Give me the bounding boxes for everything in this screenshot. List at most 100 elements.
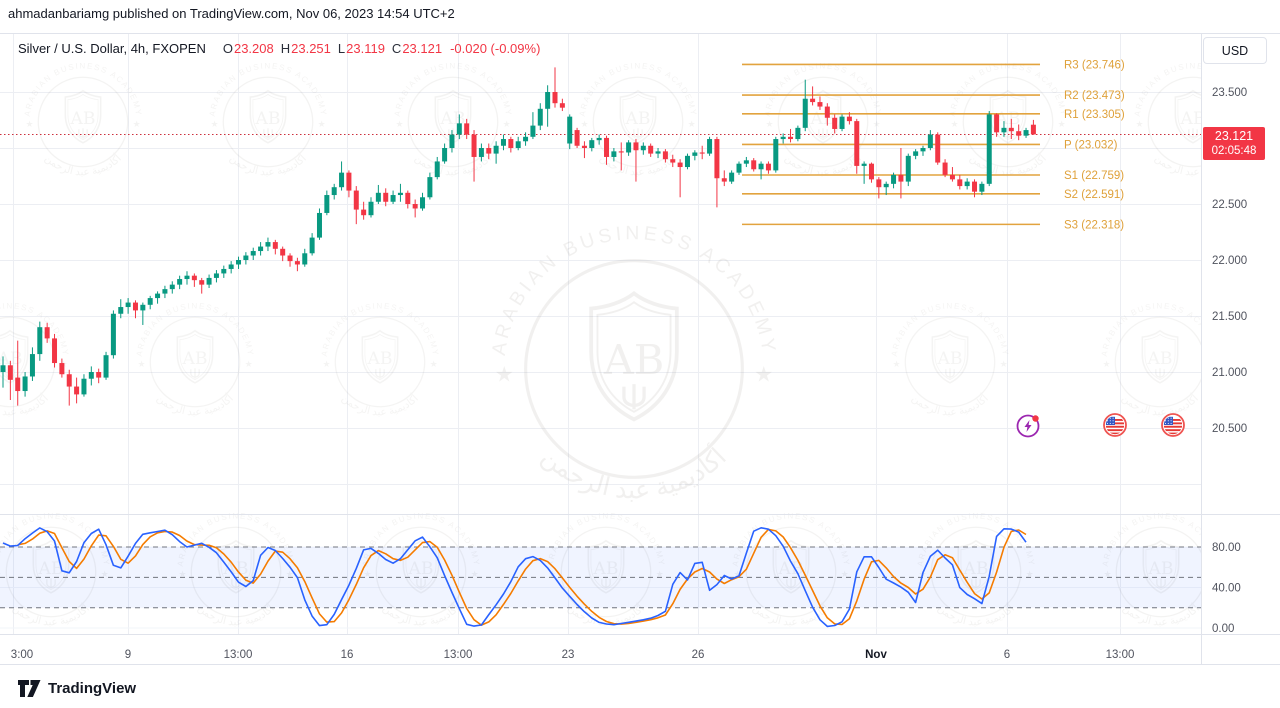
candle-body xyxy=(935,134,941,163)
candle xyxy=(294,257,300,272)
candle xyxy=(574,127,580,148)
candle xyxy=(1016,124,1022,141)
candle xyxy=(471,130,477,182)
candle-body xyxy=(721,178,727,182)
candle-body xyxy=(898,174,904,182)
pivot-label-s1: S1 (22.759) xyxy=(1064,170,1124,182)
candle xyxy=(824,103,830,126)
candle-body xyxy=(832,117,838,129)
candle xyxy=(132,300,138,319)
tradingview-logo-text: TradingView xyxy=(48,680,137,697)
candle-body xyxy=(375,192,381,202)
candle-body xyxy=(324,195,330,213)
price-axis-label: 23.500 xyxy=(1212,87,1247,99)
pivot-label-r1: R1 (23.305) xyxy=(1064,109,1125,121)
pivot-label-s3: S3 (22.318) xyxy=(1064,219,1124,231)
candle xyxy=(920,145,926,156)
chart-legend[interactable]: Silver / U.S. Dollar, 4h, FXOPEN O23.208… xyxy=(18,41,540,56)
pivot-lines: R3 (23.746) R2 (23.473) R1 (23.305) P (23.0… xyxy=(742,59,1125,231)
tradingview-branding[interactable]: TradingView xyxy=(18,679,136,698)
candle-body xyxy=(420,197,426,209)
candle-body xyxy=(839,116,845,129)
candle-body xyxy=(684,155,690,168)
candle xyxy=(891,172,897,189)
candle xyxy=(464,118,470,140)
candle-body xyxy=(655,151,661,154)
candle-body xyxy=(640,145,646,151)
candle-body xyxy=(788,136,794,140)
candle-body xyxy=(802,98,808,128)
candle xyxy=(140,302,146,325)
candle xyxy=(405,190,411,209)
candle xyxy=(361,201,367,220)
candle xyxy=(478,143,484,162)
stochastic-k-line xyxy=(2,527,1027,628)
candle xyxy=(1023,127,1029,138)
candle-body xyxy=(707,139,713,154)
ohlc-label: H xyxy=(280,41,291,56)
candle xyxy=(905,153,911,187)
candle-body xyxy=(773,139,779,171)
candle-body xyxy=(331,187,337,196)
candle xyxy=(81,374,87,397)
time-axis-labels[interactable]: 3:00 9 13:00 16 13:00 23 26 Nov 6 13:00 xyxy=(11,649,1135,661)
candle xyxy=(66,369,72,406)
candle-body xyxy=(125,302,131,308)
candle-body xyxy=(1001,127,1007,133)
watermark-instance xyxy=(133,300,257,420)
candle xyxy=(559,98,565,112)
candle xyxy=(618,142,624,171)
candle xyxy=(972,179,978,198)
currency-toggle-button[interactable]: USD xyxy=(1203,37,1267,64)
candle xyxy=(604,135,610,165)
candle xyxy=(442,143,448,164)
candle-body xyxy=(140,304,146,311)
economic-event-lightning-icon xyxy=(1016,414,1040,438)
candle xyxy=(721,170,727,187)
candle-body xyxy=(294,261,300,265)
candle xyxy=(523,132,529,146)
candle xyxy=(515,136,521,151)
candle xyxy=(287,253,293,267)
pivot-label-s2: S2 (22.591) xyxy=(1064,189,1124,201)
candle-body xyxy=(118,307,124,314)
price-axis-labels[interactable]: 23.500 22.500 22.000 21.500 21.000 20.500 80.0… xyxy=(1212,87,1247,635)
candle-body xyxy=(648,145,654,154)
candle xyxy=(88,366,94,386)
candlestick-series xyxy=(0,67,1036,406)
candle xyxy=(817,96,823,110)
candle xyxy=(1030,119,1036,135)
price-axis-label: 20.500 xyxy=(1212,423,1247,435)
watermark-instance xyxy=(1098,300,1201,420)
candle-body xyxy=(434,161,440,178)
candle xyxy=(456,114,462,140)
candle xyxy=(552,67,558,108)
candle-body xyxy=(626,142,632,153)
candle-body xyxy=(184,275,190,280)
candle-body xyxy=(920,148,926,152)
candle-body xyxy=(316,212,322,238)
candle xyxy=(949,167,955,182)
candle xyxy=(927,130,933,151)
candle-body xyxy=(59,363,65,375)
time-axis-label: 3:00 xyxy=(11,649,33,661)
candle-body xyxy=(1023,130,1029,136)
ohlc-label: O xyxy=(222,41,233,56)
candle xyxy=(236,256,242,269)
candle-body xyxy=(353,190,359,210)
candle xyxy=(15,340,21,406)
candle-body xyxy=(861,163,867,166)
watermark-instance xyxy=(761,60,885,180)
candle-body xyxy=(132,302,138,311)
candle-body xyxy=(7,365,13,380)
candle xyxy=(191,273,197,287)
candle xyxy=(346,170,352,198)
candle-body xyxy=(633,142,639,151)
candle-body xyxy=(964,181,970,187)
candle-body xyxy=(456,123,462,135)
candle-body xyxy=(442,148,448,162)
candle xyxy=(986,111,992,187)
candle-body xyxy=(52,338,58,364)
candle xyxy=(913,149,919,160)
